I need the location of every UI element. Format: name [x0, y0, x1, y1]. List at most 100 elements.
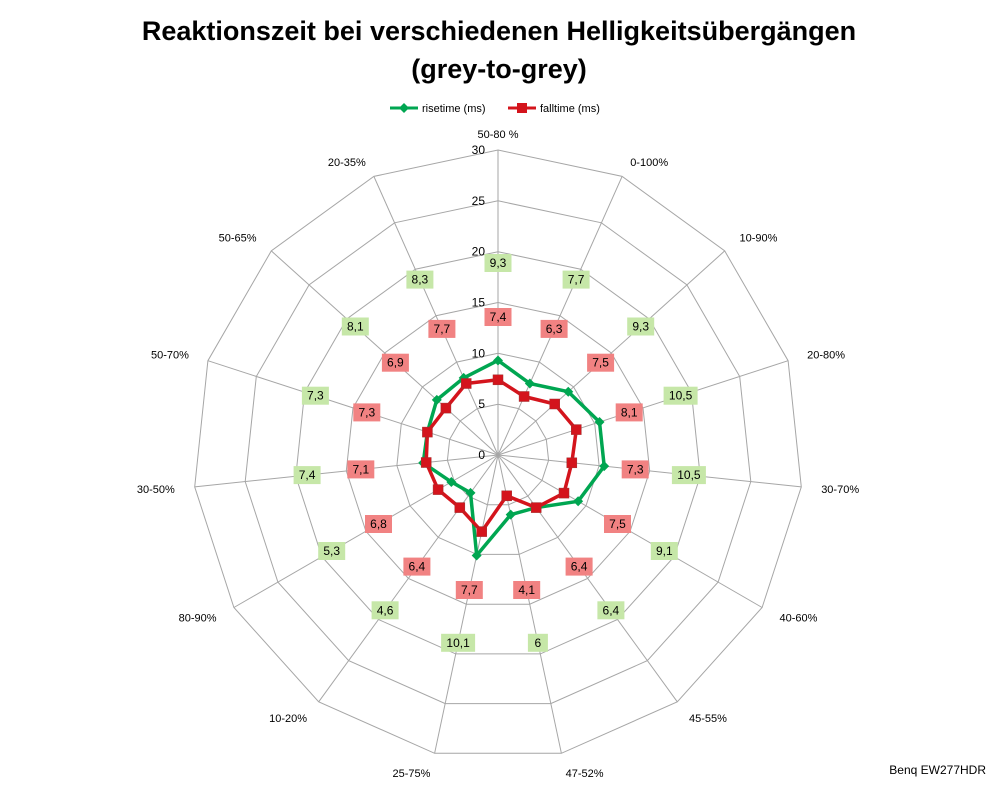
chart-title-line1: Reaktionszeit bei verschiedenen Helligke… [141, 16, 857, 46]
data-point [558, 487, 570, 499]
data-label: 6,9 [381, 353, 409, 372]
category-label: 20-80% [807, 350, 845, 362]
axis-tick-label: 20 [472, 245, 486, 259]
data-label-bg [381, 353, 409, 372]
chart-title: Reaktionszeit bei verschiedenen Helligke… [0, 12, 998, 88]
data-label-bg [428, 319, 456, 338]
data-label: 10,1 [441, 633, 476, 652]
grid-spoke [497, 454, 802, 488]
data-label-text: 7,3 [627, 462, 644, 476]
data-label-bg [621, 460, 649, 479]
data-label: 7,3 [353, 403, 381, 422]
data-label: 8,1 [615, 403, 643, 422]
legend-label: falltime (ms) [540, 103, 600, 115]
data-label: 10,5 [671, 466, 706, 485]
data-point [594, 417, 605, 428]
category-label: 25-75% [392, 768, 430, 780]
grid-spoke [373, 176, 499, 456]
legend-item: risetime (ms) [390, 103, 486, 115]
category-label: 50-70% [151, 350, 189, 362]
data-point [432, 484, 444, 495]
data-label-bg [597, 601, 625, 620]
data-label: 5,3 [318, 542, 346, 560]
grid-spoke [318, 454, 499, 703]
monitor-model-label: Benq EW277HDR [889, 763, 986, 777]
axis-tick-label: 15 [472, 296, 486, 310]
data-label-bg [403, 557, 431, 576]
data-label-text: 7,3 [358, 405, 375, 419]
data-point [501, 490, 512, 502]
data-label: 7,1 [347, 460, 375, 479]
grid-ring [244, 200, 752, 705]
data-label-text: 5,3 [323, 544, 340, 558]
data-label-bg [604, 515, 631, 533]
data-label: 8,1 [341, 317, 369, 336]
category-label: 50-80 % [478, 129, 519, 141]
data-point [599, 461, 610, 472]
data-label-text: 9,3 [632, 320, 649, 334]
radar-grid [194, 149, 802, 754]
data-label-bg [353, 403, 381, 422]
data-label: 7,3 [301, 386, 329, 405]
data-point [518, 391, 530, 402]
data-label-text: 7,1 [352, 462, 369, 476]
data-point [465, 487, 476, 498]
data-label: 8,3 [406, 270, 434, 289]
data-label-text: 6,3 [546, 322, 563, 336]
data-point [549, 398, 560, 410]
data-label-text: 6,4 [409, 560, 426, 574]
data-point [422, 426, 433, 438]
grid-spoke [497, 176, 623, 456]
data-label: 6,8 [365, 515, 392, 533]
data-point [431, 394, 442, 405]
data-label-text: 6 [535, 636, 542, 650]
legend: risetime (ms) falltime (ms) [390, 103, 600, 115]
data-label: 9,1 [650, 542, 678, 560]
category-label: 20-35% [328, 157, 366, 169]
data-label-text: 6,9 [387, 356, 404, 370]
category-label: 10-90% [740, 233, 778, 245]
data-label-text: 6,4 [603, 603, 620, 617]
axis-tick-label: 25 [472, 194, 486, 208]
legend-marker [517, 103, 527, 113]
data-label-text: 10,1 [446, 636, 470, 650]
data-point [454, 502, 466, 513]
data-label-bg [455, 581, 483, 599]
category-label: 50-65% [219, 233, 257, 245]
data-label-text: 7,7 [568, 273, 585, 287]
grid-spoke [497, 454, 562, 754]
data-label-text: 7,4 [299, 468, 316, 482]
data-label-bg [627, 317, 655, 336]
data-label-text: 7,3 [307, 389, 324, 403]
data-label-bg [293, 466, 321, 485]
data-label: 7,4 [484, 308, 512, 326]
grid-ring [194, 149, 802, 754]
grid-ring [446, 403, 550, 506]
data-label-text: 7,7 [461, 583, 478, 597]
data-label-bg [484, 254, 512, 272]
category-label: 45-55% [689, 713, 727, 725]
data-label: 6,3 [540, 319, 568, 338]
data-point [563, 386, 574, 397]
grid-ring [345, 301, 651, 605]
data-label-bg [341, 317, 369, 336]
data-label: 7,7 [562, 270, 590, 289]
legend-marker [399, 103, 409, 113]
data-point [524, 378, 535, 389]
data-label-text: 10,5 [677, 468, 701, 482]
data-labels: 9,3 7,7 9,3 10,5 10,5 9,1 6,4 6 10,1 4,6 5,3 7,4 7,3… [293, 254, 706, 652]
data-point [573, 496, 584, 507]
data-label: 9,3 [627, 317, 655, 336]
data-label-text: 10,5 [669, 389, 693, 403]
grid-spoke [270, 250, 499, 456]
data-label-bg [301, 386, 329, 405]
data-label-text: 6,8 [370, 517, 387, 531]
data-label: 6,4 [565, 557, 593, 576]
data-point [493, 355, 503, 366]
data-label: 6,4 [403, 557, 431, 576]
data-point [492, 374, 504, 386]
data-label-text: 7,7 [434, 322, 451, 336]
data-label: 4,1 [513, 581, 541, 599]
data-label-bg [671, 466, 706, 485]
